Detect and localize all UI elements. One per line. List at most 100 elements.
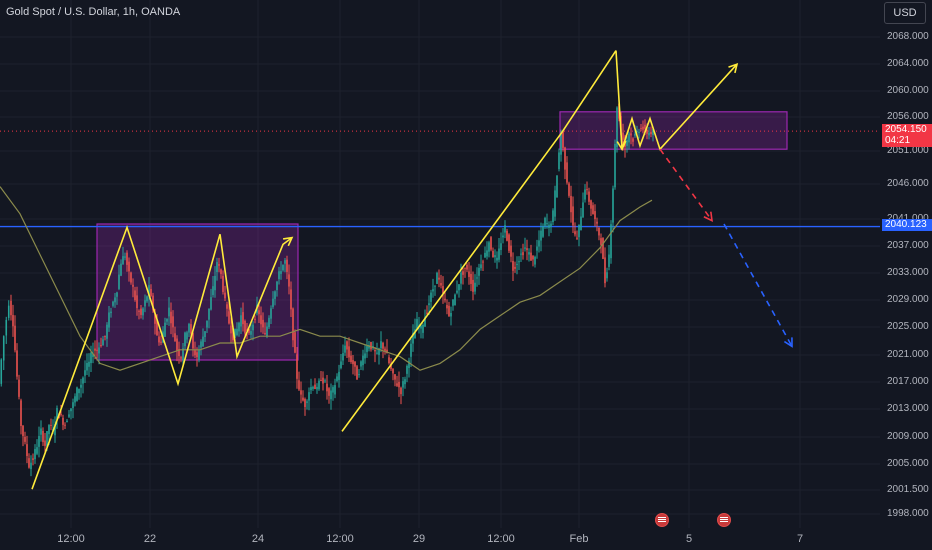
candle-body	[350, 355, 352, 363]
candle-body	[88, 361, 90, 367]
candle-body	[254, 318, 256, 320]
trend-line-1	[341, 131, 563, 432]
candle-body	[146, 296, 148, 302]
candle-body	[212, 286, 214, 295]
candle-body	[384, 348, 386, 352]
candle-body	[138, 310, 140, 312]
candle-body	[518, 261, 520, 263]
candle-body	[380, 341, 382, 349]
candle-body	[286, 259, 288, 272]
candle-body	[126, 252, 128, 265]
candle-body	[284, 260, 286, 264]
candle-body	[66, 420, 68, 423]
candle-body	[634, 133, 636, 136]
candle-body	[316, 386, 318, 390]
candle-body	[62, 417, 64, 425]
candle-body	[34, 449, 36, 460]
x-tick-label: Feb	[569, 533, 589, 545]
candle-body	[264, 333, 266, 335]
candle-body	[636, 131, 638, 133]
candle-body	[216, 262, 218, 273]
horizontal-lines	[0, 130, 880, 228]
drawings	[31, 50, 793, 490]
candle-body	[314, 384, 316, 390]
candle-body	[378, 348, 380, 355]
candle-body	[74, 396, 76, 403]
candle-body	[592, 205, 594, 215]
candle-body	[526, 248, 528, 251]
candle-body	[334, 385, 336, 395]
candle-body	[460, 272, 462, 284]
current-price-tag: 2054.150 04:21	[882, 124, 932, 147]
candle-body	[512, 261, 514, 271]
candle-body	[406, 365, 408, 374]
candle-body	[268, 317, 270, 328]
candle-body	[18, 379, 20, 397]
candle-body	[46, 431, 48, 447]
candle-body	[56, 407, 58, 420]
us-flag-icon[interactable]	[655, 513, 669, 527]
candle-body	[196, 352, 198, 358]
us-flag-icon[interactable]	[717, 513, 731, 527]
candle-body	[292, 308, 294, 341]
candle-body	[438, 277, 440, 280]
countdown-label: 04:21	[885, 135, 911, 146]
current-price-label: 2054.150	[885, 124, 927, 135]
candle-body	[248, 328, 250, 333]
candle-body	[198, 349, 200, 360]
candle-body	[368, 345, 370, 349]
candle-body	[412, 333, 414, 344]
candle-body	[72, 402, 74, 408]
candle-body	[568, 183, 570, 196]
currency-button[interactable]: USD	[884, 2, 926, 24]
candle-body	[606, 272, 608, 279]
candle-body	[218, 264, 220, 266]
candle-body	[120, 263, 122, 276]
candle-body	[540, 230, 542, 241]
candle-body	[626, 139, 628, 146]
moving-average	[0, 186, 653, 371]
candle-body	[222, 275, 224, 292]
candle-body	[452, 299, 454, 306]
candle-body	[102, 339, 104, 346]
candle-body	[166, 319, 168, 322]
candle-body	[546, 223, 548, 225]
candle-body	[32, 458, 34, 461]
candle-body	[556, 175, 558, 198]
candle-body	[306, 401, 308, 403]
candle-body	[408, 360, 410, 369]
candle-body	[24, 436, 26, 442]
candle-body	[498, 248, 500, 260]
candle-body	[508, 234, 510, 251]
candle-body	[638, 131, 640, 133]
candle-body	[86, 362, 88, 371]
candle-body	[464, 267, 466, 269]
candle-body	[50, 424, 52, 426]
candle-body	[206, 320, 208, 328]
candle-body	[280, 271, 282, 274]
candle-body	[510, 245, 512, 257]
candle-body	[310, 387, 312, 391]
candle-body	[344, 345, 346, 353]
candle-body	[520, 253, 522, 255]
y-tick-label: 2013.000	[887, 403, 929, 414]
candle-body	[48, 425, 50, 435]
candle-body	[482, 261, 484, 263]
candle-body	[116, 292, 118, 297]
candle-body	[330, 390, 332, 400]
projection-red-path	[659, 148, 713, 222]
candle-body	[44, 440, 46, 446]
candle-body	[278, 271, 280, 280]
candle-body	[150, 289, 152, 296]
candle-body	[84, 370, 86, 376]
candle-body	[110, 311, 112, 314]
candle-body	[612, 188, 614, 223]
candle-body	[428, 303, 430, 306]
candle-body	[588, 191, 590, 202]
candle-body	[466, 264, 468, 270]
candle-body	[446, 305, 448, 309]
candle-body	[272, 298, 274, 307]
candle-body	[472, 279, 474, 292]
candle-body	[584, 189, 586, 200]
